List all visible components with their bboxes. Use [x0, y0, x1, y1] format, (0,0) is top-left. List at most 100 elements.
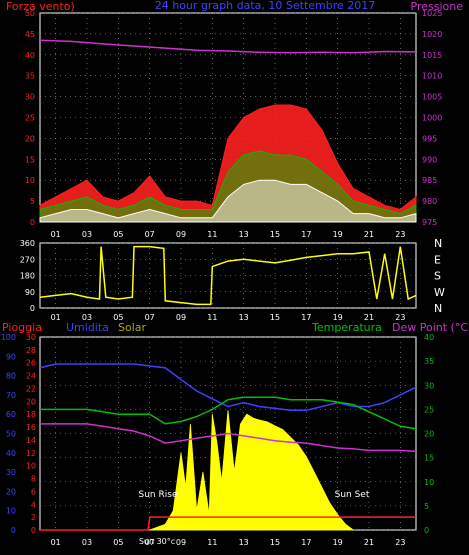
y-tick-label: 100: [1, 333, 16, 342]
y-tick-label: 30: [6, 468, 16, 477]
x-tick-label: 05: [113, 538, 123, 547]
x-tick-label: 05: [113, 313, 123, 322]
bottom-label-dewpoint: Dew Point (°C): [392, 321, 469, 334]
x-tick-label: 23: [395, 538, 405, 547]
y-tick-label: 0: [30, 218, 35, 227]
y-tick-label: 40: [424, 333, 434, 342]
y-tick-label: 6: [31, 487, 36, 496]
x-tick-label: 13: [239, 538, 249, 547]
x-tick-label: 19: [333, 230, 343, 239]
x-tick-label: 03: [82, 538, 92, 547]
compass-label: S: [434, 270, 441, 283]
y-tick-label: 35: [25, 72, 35, 81]
series-white: [39, 179, 417, 223]
x-tick-label: 19: [333, 313, 343, 322]
y-tick-label: 30: [25, 93, 35, 102]
compass-label: N: [434, 302, 442, 315]
y-tick-label: 10: [25, 176, 35, 185]
x-tick-label: 07: [145, 313, 155, 322]
y-tick-label: 35: [424, 357, 434, 366]
y-tick-label: 1015: [422, 51, 442, 60]
x-tick-label: 13: [239, 313, 249, 322]
y-tick-label: 45: [25, 30, 35, 39]
now-annotation: Sun 30°c: [139, 537, 175, 546]
y-tick-label: 15: [424, 454, 434, 463]
y-tick-label: 24: [26, 372, 36, 381]
x-tick-label: 03: [82, 230, 92, 239]
y-tick-label: 25: [25, 114, 35, 123]
y-tick-label: 18: [26, 410, 36, 419]
y-tick-label: 2: [31, 513, 36, 522]
sunset-annotation: Sun Set: [335, 490, 370, 500]
x-tick-label: 23: [395, 313, 405, 322]
y-tick-label: 22: [26, 384, 36, 393]
y-tick-label: 8: [31, 475, 36, 484]
x-tick-label: 11: [207, 538, 217, 547]
x-tick-label: 01: [51, 230, 61, 239]
y-tick-label: 5: [424, 502, 429, 511]
y-tick-label: 26: [26, 359, 36, 368]
y-tick-label: 10: [26, 462, 36, 471]
y-tick-label: 0: [424, 526, 429, 535]
y-tick-label: 40: [6, 449, 16, 458]
y-tick-label: 10: [424, 478, 434, 487]
x-tick-label: 05: [113, 230, 123, 239]
x-tick-label: 11: [207, 230, 217, 239]
x-tick-label: 17: [301, 313, 311, 322]
y-tick-label: 0: [30, 304, 35, 313]
compass-label: W: [434, 286, 445, 299]
y-tick-label: 20: [25, 134, 35, 143]
series-direction: [39, 245, 417, 306]
y-tick-label: 1025: [422, 9, 442, 18]
wind-pressure-panel: 0510152025303540455097598098599099510001…: [25, 9, 443, 239]
rain-humidity-solar-panel: 0246810121416182022242628300102030405060…: [1, 333, 434, 547]
y-tick-label: 50: [25, 9, 35, 18]
bottom-label-umidita: Umidita: [66, 321, 109, 334]
series-dew-point: [40, 423, 417, 453]
y-tick-label: 40: [25, 51, 35, 60]
x-tick-label: 09: [176, 230, 186, 239]
x-tick-label: 09: [176, 538, 186, 547]
x-tick-label: 11: [207, 313, 217, 322]
y-tick-label: 28: [26, 346, 36, 355]
x-tick-label: 15: [270, 230, 280, 239]
y-tick-label: 12: [26, 449, 36, 458]
series-pioggia: [40, 516, 416, 531]
y-tick-label: 1020: [422, 30, 442, 39]
y-tick-label: 990: [422, 155, 437, 164]
y-tick-label: 1005: [422, 93, 442, 102]
y-tick-label: 10: [6, 507, 16, 516]
series-umidita: [39, 363, 417, 412]
top-left-label: Forza vento): [6, 0, 75, 13]
y-tick-label: 50: [6, 430, 16, 439]
y-tick-label: 16: [26, 423, 36, 432]
y-tick-label: 15: [25, 155, 35, 164]
series-solar: [149, 410, 355, 531]
y-tick-label: 80: [6, 372, 16, 381]
y-tick-label: 90: [6, 352, 16, 361]
y-tick-label: 270: [20, 255, 35, 264]
y-tick-label: 60: [6, 410, 16, 419]
y-tick-label: 20: [6, 487, 16, 496]
x-tick-label: 01: [51, 538, 61, 547]
y-tick-label: 0: [31, 526, 36, 535]
x-tick-label: 15: [270, 313, 280, 322]
y-tick-label: 360: [20, 239, 35, 248]
bottom-label-temperatura: Temperatura: [311, 321, 382, 334]
x-tick-label: 13: [239, 230, 249, 239]
y-tick-label: 90: [25, 288, 35, 297]
y-tick-label: 985: [422, 176, 437, 185]
x-tick-label: 21: [364, 313, 374, 322]
series-temperatura: [40, 396, 417, 430]
bottom-label-pioggia: Pioggia: [2, 321, 42, 334]
x-tick-label: 17: [301, 230, 311, 239]
y-tick-label: 4: [31, 500, 36, 509]
x-tick-label: 23: [395, 230, 405, 239]
y-tick-label: 995: [422, 134, 437, 143]
sunrise-annotation: Sun Rise: [139, 490, 178, 500]
compass-label: E: [434, 253, 441, 266]
x-tick-label: 17: [301, 538, 311, 547]
x-tick-label: 07: [145, 538, 155, 547]
